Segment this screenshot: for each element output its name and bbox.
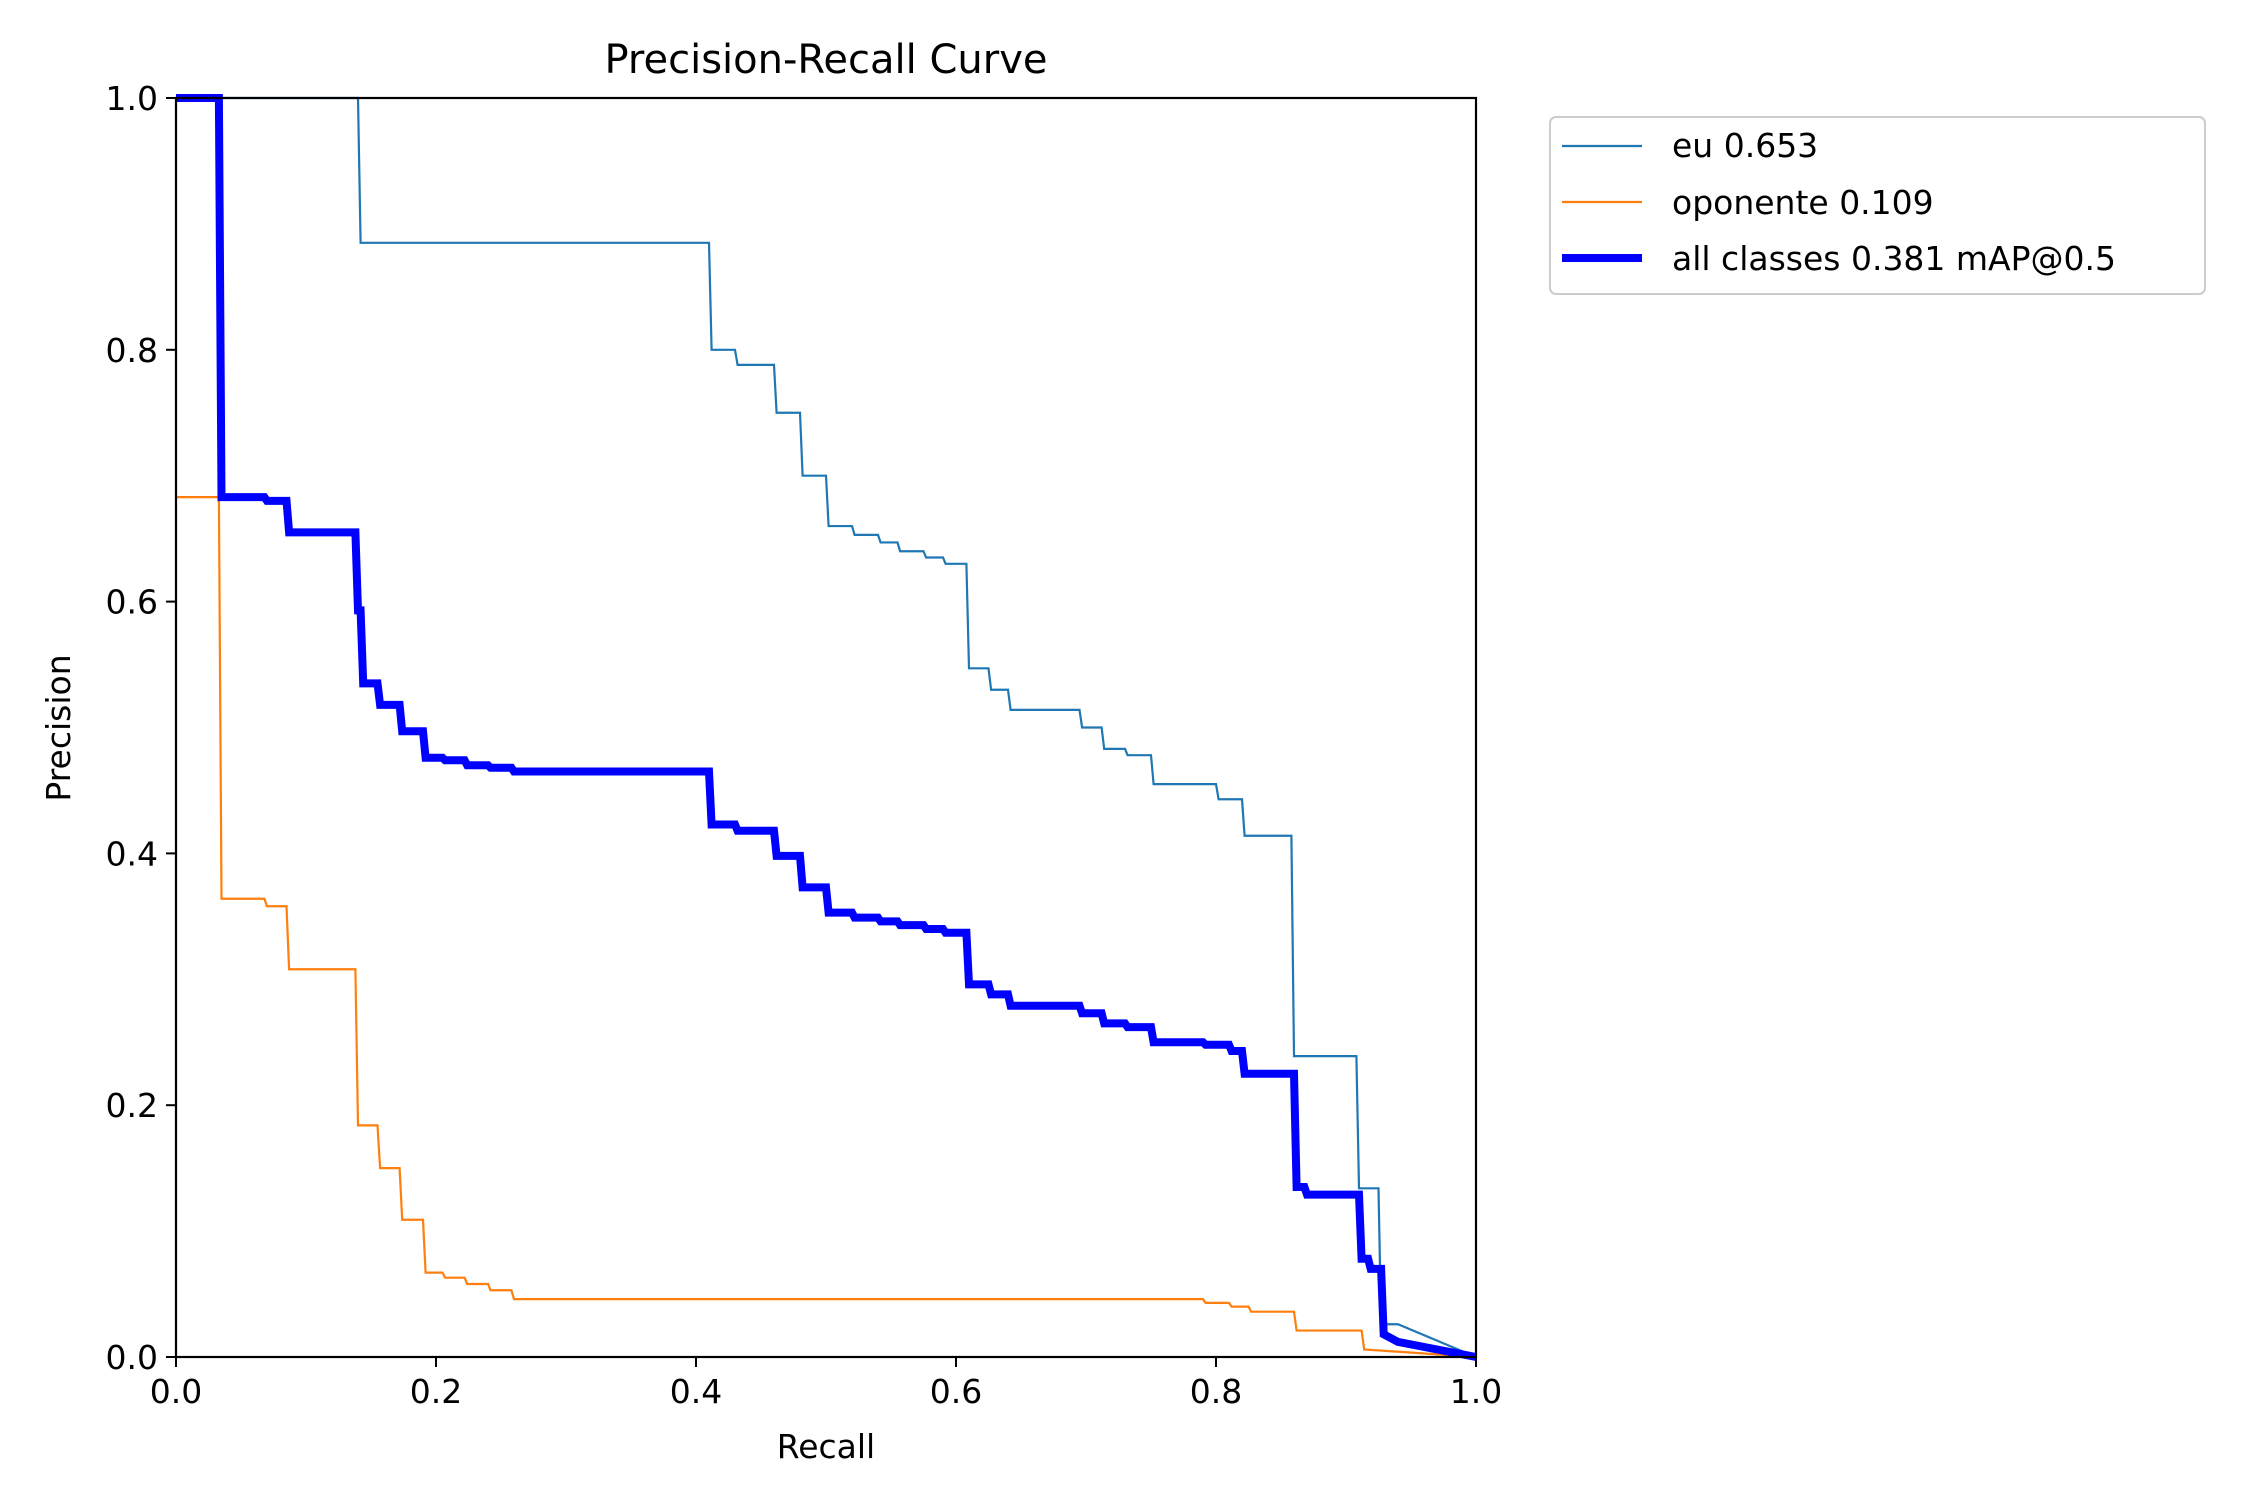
y-tick-label: 1.0: [106, 79, 158, 118]
series-layer: [176, 94, 1477, 1361]
legend: eu 0.653 oponente 0.109 all classes 0.38…: [1549, 116, 2206, 295]
y-tick-label: 0.8: [106, 331, 158, 370]
y-tick-label: 0.6: [106, 583, 158, 622]
y-tick-label: 0.2: [106, 1086, 158, 1125]
axes-frame: [174, 96, 1478, 1359]
chart-title: Precision-Recall Curve: [605, 37, 1048, 83]
y-axis-label: Precision: [39, 654, 78, 801]
y-axis-ticks: 0.0 0.2 0.4 0.6 0.8 1.0: [106, 79, 176, 1377]
x-tick-label: 0.6: [930, 1372, 982, 1411]
x-tick-label: 0.2: [410, 1372, 462, 1411]
y-tick-label: 0.0: [106, 1338, 158, 1377]
series-line-2: [176, 94, 1477, 1361]
x-tick-label: 1.0: [1450, 1372, 1502, 1411]
x-axis-label: Recall: [777, 1427, 875, 1466]
y-tick-label: 0.4: [106, 834, 158, 873]
x-tick-label: 0.4: [670, 1372, 722, 1411]
x-tick-label: 0.0: [150, 1372, 202, 1411]
series-line-1: [176, 496, 1477, 1359]
legend-label-eu: eu 0.653: [1672, 126, 1818, 165]
legend-box: [1549, 116, 2206, 295]
x-axis-ticks: 0.0 0.2 0.4 0.6 0.8 1.0: [150, 1357, 1502, 1411]
x-tick-label: 0.8: [1190, 1372, 1242, 1411]
legend-label-oponente: oponente 0.109: [1672, 183, 1934, 222]
legend-label-all-classes: all classes 0.381 mAP@0.5: [1672, 239, 2116, 278]
series-line-0: [176, 96, 1477, 1359]
